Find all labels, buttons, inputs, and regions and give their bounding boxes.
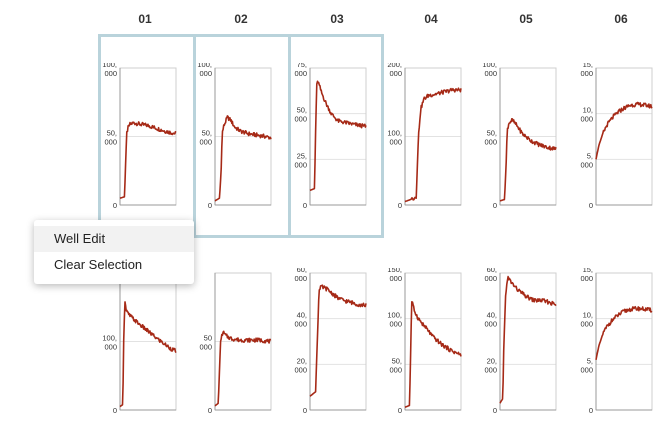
- column-header-06: 06: [614, 12, 628, 26]
- y-tick-label: 15, 000: [580, 63, 593, 78]
- plot-frame: [499, 272, 557, 411]
- y-tick-label: 0: [113, 406, 117, 415]
- y-tick-label: 20, 000: [294, 356, 307, 374]
- well-chart-06-row2[interactable]: 15, 000 10, 000 5, 000 0: [566, 268, 661, 415]
- signal-trace: [119, 121, 177, 199]
- y-tick-label: 50 000: [199, 334, 212, 352]
- well-chart-01-row1[interactable]: 100, 000 50, 000 0: [90, 63, 190, 210]
- y-tick-label: 10, 000: [580, 311, 593, 329]
- y-tick-label: 25, 000: [294, 151, 307, 169]
- well-chart-06-row1[interactable]: 15, 000 10, 000 5, 000 0: [566, 63, 661, 210]
- y-tick-label: 10, 000: [580, 106, 593, 124]
- y-tick-label: 100, 000: [197, 63, 212, 78]
- y-tick-label: 0: [493, 406, 497, 415]
- y-tick-label: 50, 000: [484, 129, 497, 147]
- y-tick-label: 100, 000: [102, 63, 117, 78]
- column-header-01: 01: [138, 12, 152, 26]
- signal-trace: [404, 300, 462, 409]
- signal-trace: [309, 284, 367, 397]
- plot-frame: [595, 272, 653, 411]
- plot-frame: [595, 67, 653, 206]
- well-chart-05-row2[interactable]: 60, 000 40, 000 20, 000 0: [470, 268, 570, 415]
- well-chart-05-row1[interactable]: 100, 000 50, 000 0: [470, 63, 570, 210]
- plot-frame: [309, 67, 367, 206]
- y-tick-label: 60, 000: [294, 268, 307, 283]
- y-tick-label: 0: [589, 406, 593, 415]
- y-tick-label: 0: [208, 406, 212, 415]
- y-tick-label: 5, 000: [580, 356, 593, 374]
- y-tick-label: 100, 000: [387, 311, 402, 329]
- column-header-04: 04: [424, 12, 438, 26]
- y-tick-label: 0: [303, 406, 307, 415]
- y-tick-label: 40, 000: [294, 311, 307, 329]
- well-chart-01-row2[interactable]: 100, 000 0: [90, 268, 190, 415]
- plot-frame: [404, 272, 462, 411]
- y-tick-label: 20, 000: [484, 356, 497, 374]
- y-tick-label: 0: [589, 201, 593, 210]
- context-menu: Well Edit Clear Selection: [34, 220, 194, 284]
- well-chart-03-row1[interactable]: 75, 000 50, 000 25, 000 0: [280, 63, 380, 210]
- signal-trace: [119, 301, 177, 408]
- y-tick-label: 50, 000: [104, 129, 117, 147]
- signal-trace: [404, 87, 462, 203]
- y-tick-label: 100, 000: [102, 334, 117, 352]
- y-tick-label: 150, 000: [387, 268, 402, 283]
- signal-trace: [595, 305, 653, 360]
- column-header-05: 05: [519, 12, 533, 26]
- column-header-03: 03: [330, 12, 344, 26]
- y-tick-label: 100, 000: [482, 63, 497, 78]
- signal-trace: [499, 275, 557, 404]
- y-tick-label: 200, 000: [387, 63, 402, 78]
- y-tick-label: 0: [208, 201, 212, 210]
- well-selection-03[interactable]: [288, 34, 384, 238]
- y-tick-label: 100, 000: [387, 129, 402, 147]
- y-tick-label: 0: [303, 201, 307, 210]
- well-chart-02-row1[interactable]: 100, 000 50, 000 0: [185, 63, 285, 210]
- y-tick-label: 0: [398, 201, 402, 210]
- y-tick-label: 0: [493, 201, 497, 210]
- menu-item-clear-selection[interactable]: Clear Selection: [54, 257, 143, 272]
- well-chart-04-row1[interactable]: 200, 000 100, 000 0: [375, 63, 475, 210]
- y-tick-label: 75, 000: [294, 63, 307, 78]
- signal-trace: [214, 115, 272, 202]
- signal-trace: [595, 101, 653, 160]
- signal-trace: [214, 330, 272, 407]
- y-tick-label: 60, 000: [484, 268, 497, 283]
- signal-trace: [499, 117, 557, 202]
- y-tick-label: 40, 000: [484, 311, 497, 329]
- well-chart-03-row2[interactable]: 60, 000 40, 000 20, 000 0: [280, 268, 380, 415]
- y-tick-label: 0: [398, 406, 402, 415]
- y-tick-label: 50, 000: [199, 129, 212, 147]
- column-header-02: 02: [234, 12, 248, 26]
- y-tick-label: 50, 000: [389, 356, 402, 374]
- y-tick-label: 15, 000: [580, 268, 593, 283]
- y-tick-label: 0: [113, 201, 117, 210]
- signal-trace: [309, 80, 367, 192]
- y-tick-label: 5, 000: [580, 151, 593, 169]
- well-chart-04-row2[interactable]: 150, 000 100, 000 50, 000 0: [375, 268, 475, 415]
- menu-item-well-edit[interactable]: Well Edit: [34, 226, 194, 252]
- y-tick-label: 50, 000: [294, 106, 307, 124]
- well-chart-02-row2[interactable]: 50 000 0: [185, 268, 285, 415]
